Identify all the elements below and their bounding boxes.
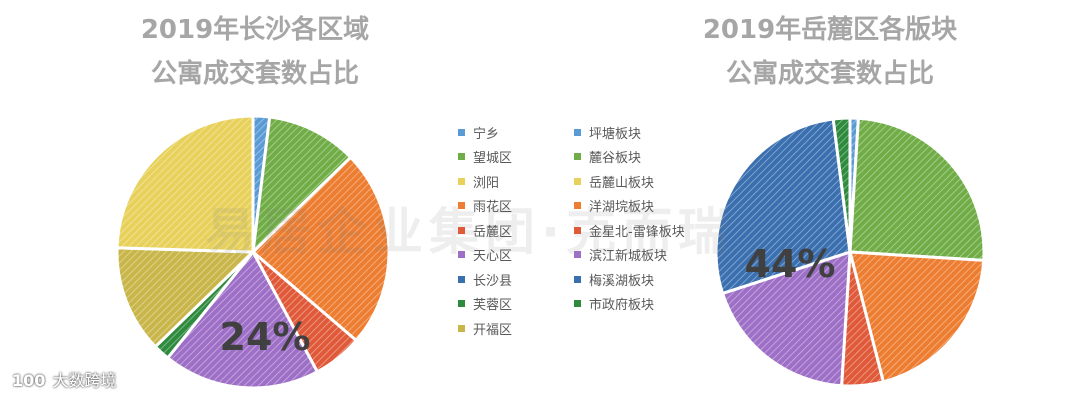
legend-label: 望城区	[473, 151, 513, 167]
legend-item: 望城区	[458, 145, 512, 170]
pie-slice-天心区	[165, 249, 320, 390]
legend-swatch	[574, 300, 581, 308]
legend-label: 芙蓉区	[473, 298, 513, 314]
legend-item: 浏阳	[458, 169, 512, 194]
legend-label: 长沙县	[473, 273, 513, 289]
legend-swatch	[458, 226, 465, 234]
legend-item: 芙蓉区	[458, 292, 512, 317]
chart-title-left-line1: 2019年长沙各区域	[140, 15, 370, 45]
legend-item: 雨花区	[458, 194, 512, 219]
chart-title-left: 2019年长沙各区域 公寓成交套数占比	[85, 8, 425, 96]
legend-item: 宁乡	[458, 120, 512, 145]
pie-data-label: 44%	[745, 242, 836, 286]
pie-data-label: 24%	[220, 315, 311, 359]
legend-label: 浏阳	[473, 175, 500, 191]
pie-slice-洋湖垸板块	[848, 250, 986, 384]
pie-slice-浏阳	[115, 114, 255, 254]
legend-item: 岳麓区	[458, 218, 512, 243]
legend-label: 岳麓山板块	[589, 175, 655, 191]
legend-swatch	[458, 128, 465, 136]
legend-swatch	[458, 300, 465, 308]
legend-label: 洋湖垸板块	[589, 200, 655, 216]
legend-item: 市政府板块	[574, 292, 685, 317]
chart-title-left-line2: 公寓成交套数占比	[150, 59, 359, 89]
legend-swatch	[574, 202, 581, 210]
watermark: 易居企业集团·克而瑞	[205, 203, 734, 261]
legend-label: 天心区	[473, 249, 513, 265]
brand-watermark: 100 大数跨境	[12, 367, 117, 391]
legend-label: 雨花区	[473, 200, 513, 216]
legend-label: 市政府板块	[589, 298, 655, 314]
legend-swatch	[458, 202, 465, 210]
legend-item: 滨江新城板块	[574, 243, 685, 268]
legend-item: 开福区	[458, 316, 512, 341]
legend-item: 坪塘板块	[574, 120, 685, 145]
pie-slice-雨花区	[250, 155, 391, 343]
pie-slice-市政府板块	[831, 116, 852, 253]
legend-swatch	[574, 177, 581, 185]
pie-chart-right: 44%	[714, 116, 986, 388]
legend-item: 麓谷板块	[574, 145, 685, 170]
legend-label: 滨江新城板块	[589, 249, 668, 265]
legend-label: 梅溪湖板块	[589, 273, 655, 289]
legend-left: 宁乡望城区浏阳雨花区岳麓区天心区长沙县芙蓉区开福区	[458, 120, 512, 341]
pie-slice-开福区	[115, 246, 257, 349]
legend-swatch	[458, 251, 465, 259]
legend-swatch	[574, 275, 581, 283]
legend-item: 梅溪湖板块	[574, 267, 685, 292]
chart-title-right-line2: 公寓成交套数占比	[725, 59, 934, 89]
legend-label: 岳麓区	[473, 224, 513, 240]
pie-chart-left: 24%	[115, 114, 391, 390]
legend-swatch	[458, 275, 465, 283]
legend-right: 坪塘板块麓谷板块岳麓山板块洋湖垸板块金星北-雷锋板块 滨江新城板块 梅溪湖板块市政府…	[574, 120, 685, 316]
legend-label: 坪塘板块	[589, 126, 642, 142]
legend-item: 长沙县	[458, 267, 512, 292]
pie-slice-滨江新城板块	[720, 249, 852, 388]
chart-title-right-line1: 2019年岳麓区各版块	[702, 15, 958, 45]
legend-item: 洋湖垸板块	[574, 194, 685, 219]
legend-label: 金星北-雷锋板块	[589, 224, 685, 240]
legend-item: 天心区	[458, 243, 512, 268]
legend-swatch	[574, 128, 581, 136]
pie-slice-梅溪湖板块	[714, 117, 852, 296]
legend-item: 岳麓山板块	[574, 169, 685, 194]
legend-swatch	[574, 226, 581, 234]
legend-swatch	[458, 153, 465, 161]
legend-swatch	[458, 324, 465, 332]
pie-slice-望城区	[250, 115, 353, 257]
chart-title-right: 2019年岳麓区各版块 公寓成交套数占比	[660, 8, 1000, 96]
legend-label: 麓谷板块	[589, 151, 642, 167]
legend-swatch	[574, 251, 581, 259]
legend-swatch	[574, 153, 581, 161]
brand-text: 大数跨境	[52, 371, 117, 390]
brand-logo-icon: 100	[12, 371, 46, 390]
pie-slice-麓谷板块	[848, 116, 986, 263]
legend-label: 宁乡	[473, 126, 500, 142]
legend-swatch	[458, 177, 465, 185]
legend-item: 金星北-雷锋板块	[574, 218, 685, 243]
legend-label: 开福区	[473, 322, 513, 338]
